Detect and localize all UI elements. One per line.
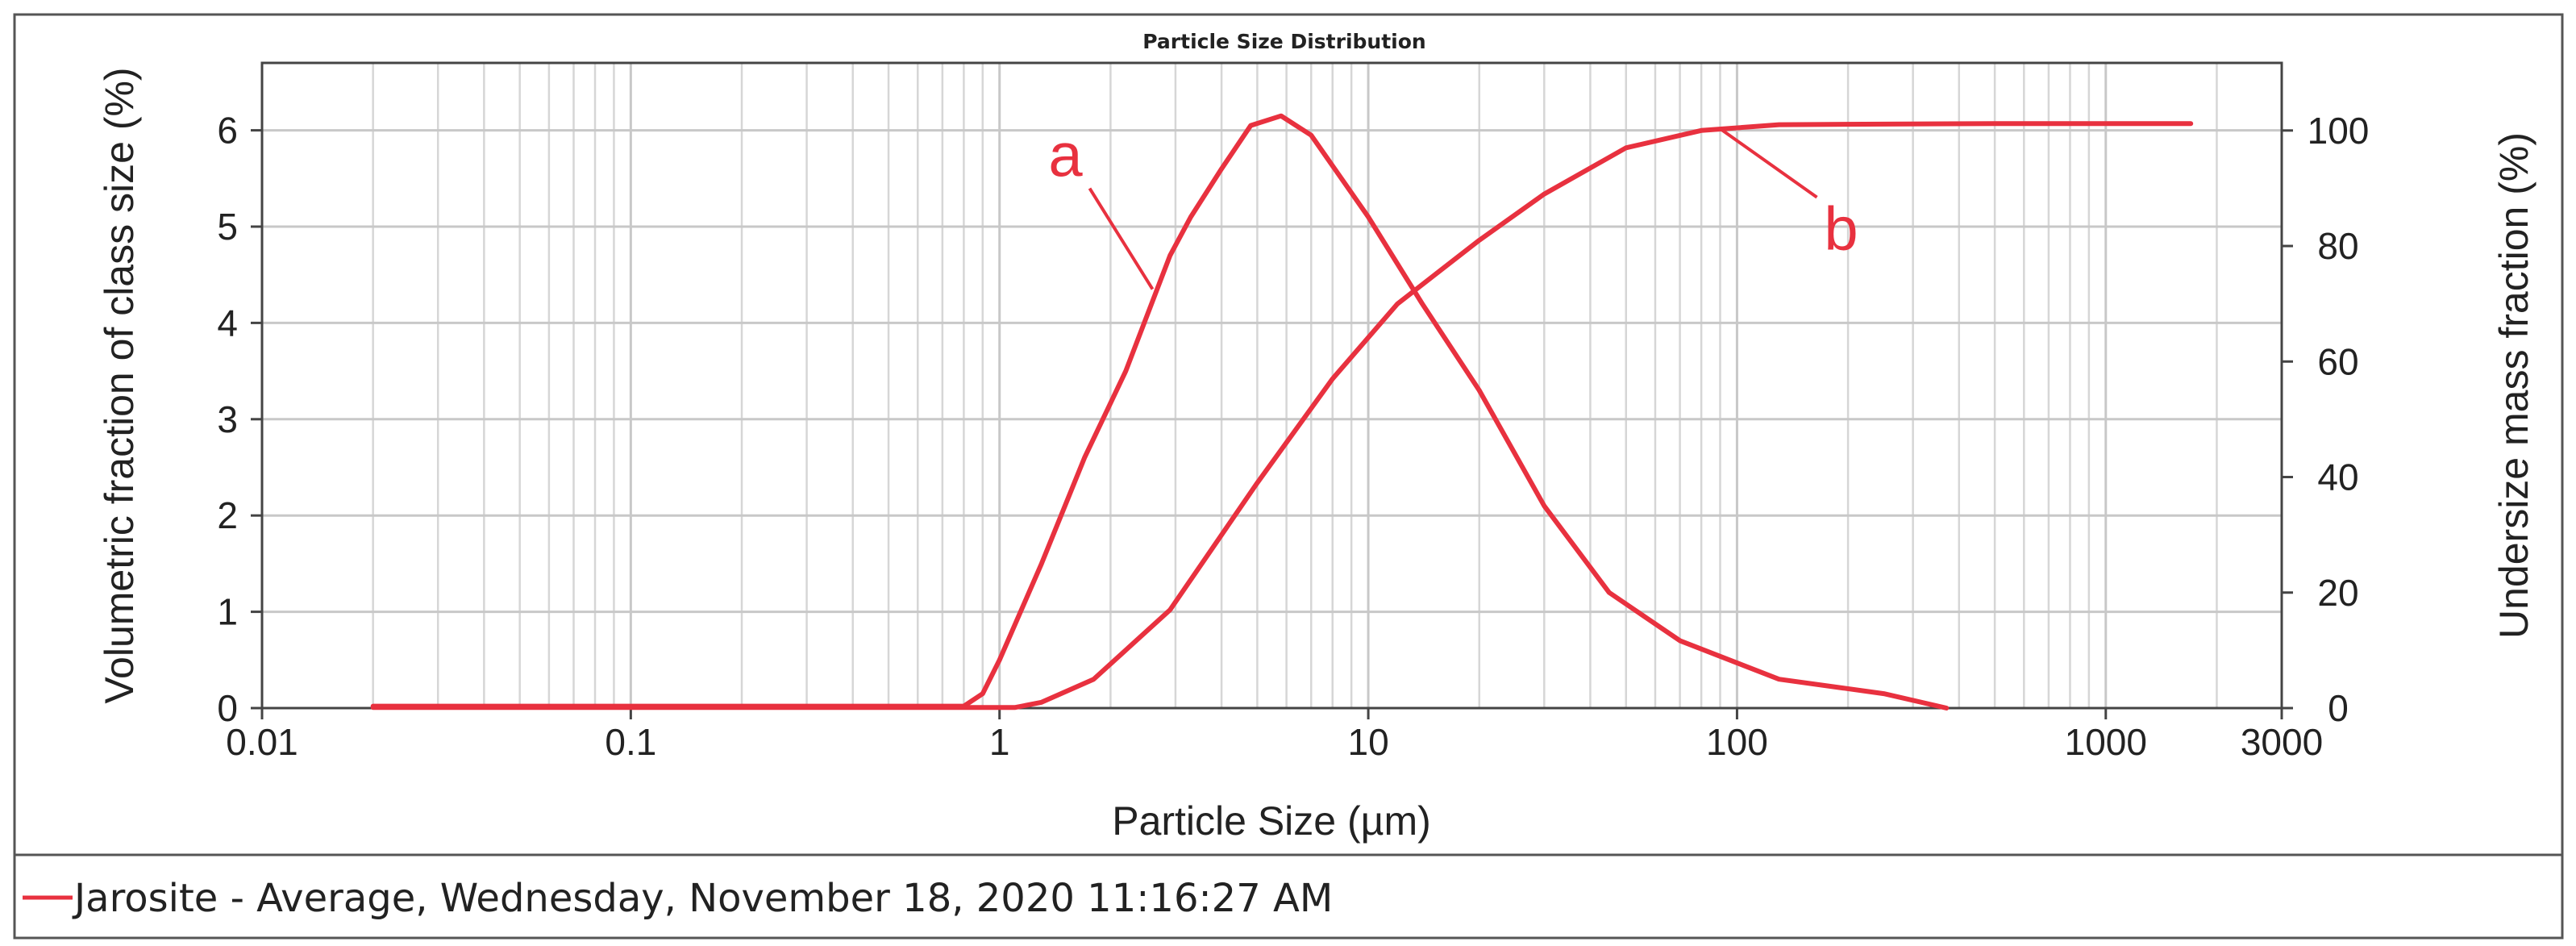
annotation-a-leader (1088, 187, 1155, 290)
annotation-b-label: b (1824, 195, 1858, 264)
y-right-tick-label: 40 (2317, 456, 2358, 498)
y-left-tick-label: 4 (217, 302, 238, 344)
x-tick-label: 0.01 (226, 721, 298, 763)
x-axis-label: Particle Size (µm) (1112, 798, 1431, 844)
annotation-layer: ab (1048, 122, 1858, 290)
y-left-tick-label: 6 (217, 110, 238, 152)
series-a-frequency-line (370, 113, 1950, 711)
y-right-axis-ticks: 0 20 40 60 80 100 (2282, 110, 2369, 729)
y-left-tick-label: 0 (217, 687, 238, 729)
chart-title: Particle Size Distribution (1142, 30, 1425, 53)
y-left-tick-label: 1 (217, 591, 238, 633)
series-layer (370, 113, 2194, 711)
plot-area-border (260, 61, 2283, 710)
x-tick-label: 0.1 (605, 721, 656, 763)
chart-frame (13, 13, 2564, 940)
y-left-tick-label: 3 (217, 398, 238, 440)
y-left-axis-ticks: 0 1 2 3 4 5 6 (217, 110, 262, 729)
x-tick-label: 100 (1706, 721, 1768, 763)
y-left-axis-label: Volumetric fraction of class size (%) (97, 67, 142, 703)
annotation-a-label: a (1048, 122, 1083, 190)
x-tick-label: 3000 (2241, 721, 2323, 763)
y-right-tick-label: 0 (2328, 687, 2349, 729)
y-right-axis-label: Undersize mass fraction (%) (2491, 132, 2536, 639)
y-left-tick-label: 2 (217, 494, 238, 536)
x-tick-label: 10 (1347, 721, 1388, 763)
y-right-tick-label: 20 (2317, 572, 2358, 614)
y-right-tick-label: 80 (2317, 225, 2358, 267)
x-tick-label: 1 (989, 721, 1010, 763)
x-axis-ticks: 0.01 0.1 1 10 100 1000 3000 (226, 708, 2323, 763)
x-tick-label: 1000 (2065, 721, 2147, 763)
annotation-b-leader (1719, 127, 1818, 199)
y-right-tick-label: 60 (2317, 340, 2358, 382)
y-right-tick-label: 100 (2308, 110, 2370, 152)
legend-entry: Jarosite - Average, Wednesday, November … (72, 876, 1333, 921)
series-b-cumulative-line (370, 121, 2194, 711)
y-left-tick-label: 5 (217, 206, 238, 248)
grid-lines (260, 63, 2283, 708)
